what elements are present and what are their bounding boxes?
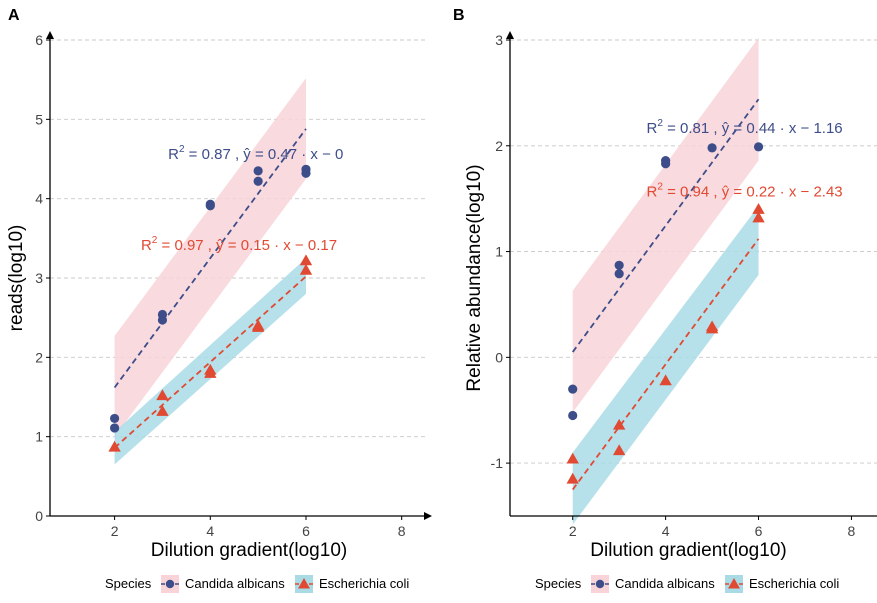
x-tick-label: 8 bbox=[398, 523, 406, 539]
y-axis-arrow bbox=[46, 31, 54, 39]
data-point bbox=[204, 367, 217, 378]
y-tick-label: 3 bbox=[35, 270, 43, 286]
data-point bbox=[568, 410, 578, 421]
y-tick-label: 5 bbox=[35, 111, 43, 127]
data-point bbox=[614, 269, 624, 279]
data-point bbox=[109, 413, 120, 424]
y-tick-label: 6 bbox=[35, 32, 43, 48]
y-tick-label: -1 bbox=[491, 455, 504, 471]
legend-b: Species Candida albicans Escherichia coli bbox=[535, 575, 839, 593]
legend-key-marker bbox=[728, 578, 740, 589]
fit-line bbox=[113, 275, 307, 449]
data-point bbox=[301, 168, 311, 178]
data-point bbox=[612, 418, 626, 430]
data-point bbox=[156, 389, 169, 401]
data-point bbox=[251, 320, 265, 332]
data-point bbox=[659, 374, 672, 386]
y-tick-label: 1 bbox=[35, 429, 43, 445]
data-point bbox=[299, 254, 313, 266]
x-tick-label: 6 bbox=[755, 523, 763, 539]
data-point bbox=[614, 260, 624, 270]
legend-key-marker bbox=[298, 578, 310, 589]
x-tick-label: 6 bbox=[302, 523, 310, 539]
legend-a: Species Candida albicans Escherichia coli bbox=[105, 575, 409, 593]
legend-title: Species bbox=[535, 576, 582, 591]
confidence-band bbox=[572, 37, 759, 413]
data-point bbox=[752, 211, 765, 223]
data-point bbox=[661, 159, 671, 169]
legend-key-marker bbox=[165, 579, 175, 589]
y-axis-title: Relative abundance(log10) bbox=[464, 164, 485, 391]
y-tick-label: 0 bbox=[35, 508, 43, 524]
panel-a: A R2 = 0.87 , ŷ = 0.47 · x − 0 R2 = 0.97 ,… bbox=[6, 7, 432, 561]
fit-line bbox=[571, 98, 760, 353]
y-tick-label: 0 bbox=[495, 349, 503, 365]
x-tick-label: 4 bbox=[206, 523, 214, 539]
data-point bbox=[566, 472, 579, 484]
legend-item-label: Candida albicans bbox=[185, 576, 285, 591]
data-point bbox=[109, 423, 120, 433]
data-point bbox=[108, 440, 121, 452]
y-tick-label: 2 bbox=[35, 349, 43, 365]
data-point bbox=[253, 166, 263, 176]
legend-item-label: Escherichia coli bbox=[749, 576, 839, 591]
data-point bbox=[299, 263, 313, 275]
x-tick-label: 8 bbox=[848, 523, 856, 539]
panel-tag: A bbox=[8, 7, 20, 24]
panel-b: B R2 = 0.81 , ŷ = 0.44 · x − 1.16 R2 = 0.9… bbox=[453, 7, 877, 561]
data-point bbox=[156, 405, 169, 416]
legend-key-marker bbox=[595, 579, 605, 589]
legend-item-label: Escherichia coli bbox=[319, 576, 409, 591]
legend-title: Species bbox=[105, 576, 152, 591]
data-point bbox=[566, 452, 579, 464]
regression-annotation: R2 = 0.87 , ŷ = 0.47 · x − 0 bbox=[168, 144, 343, 163]
data-point bbox=[705, 322, 719, 334]
data-point bbox=[157, 315, 168, 325]
y-axis-arrow bbox=[506, 31, 514, 39]
y-tick-label: 4 bbox=[35, 191, 43, 207]
y-tick-label: 1 bbox=[495, 244, 503, 260]
x-axis-arrow bbox=[424, 512, 432, 520]
panel-tag: B bbox=[453, 7, 465, 24]
regression-annotation: R2 = 0.94 , ŷ = 0.22 · x − 2.43 bbox=[647, 182, 843, 201]
x-tick-label: 2 bbox=[111, 523, 119, 539]
y-tick-label: 2 bbox=[495, 138, 503, 154]
x-tick-label: 4 bbox=[662, 523, 670, 539]
data-point bbox=[753, 142, 764, 152]
data-point bbox=[253, 176, 263, 186]
regression-annotation: R2 = 0.97 , ŷ = 0.15 · x − 0.17 bbox=[141, 235, 337, 254]
data-point bbox=[205, 201, 215, 211]
y-tick-label: 3 bbox=[495, 32, 503, 48]
fit-line bbox=[113, 128, 307, 389]
fit-line bbox=[571, 238, 760, 491]
data-point bbox=[752, 203, 765, 214]
y-axis-title: reads(log10) bbox=[6, 225, 27, 332]
data-point bbox=[612, 444, 626, 456]
x-axis-title: Dilution gradient(log10) bbox=[590, 540, 786, 561]
data-point bbox=[707, 143, 717, 153]
x-axis-title: Dilution gradient(log10) bbox=[151, 540, 347, 561]
regression-annotation: R2 = 0.81 , ŷ = 0.44 · x − 1.16 bbox=[647, 118, 843, 137]
data-point bbox=[568, 384, 578, 394]
x-tick-label: 2 bbox=[569, 523, 577, 539]
legend-item-label: Candida albicans bbox=[615, 576, 715, 591]
